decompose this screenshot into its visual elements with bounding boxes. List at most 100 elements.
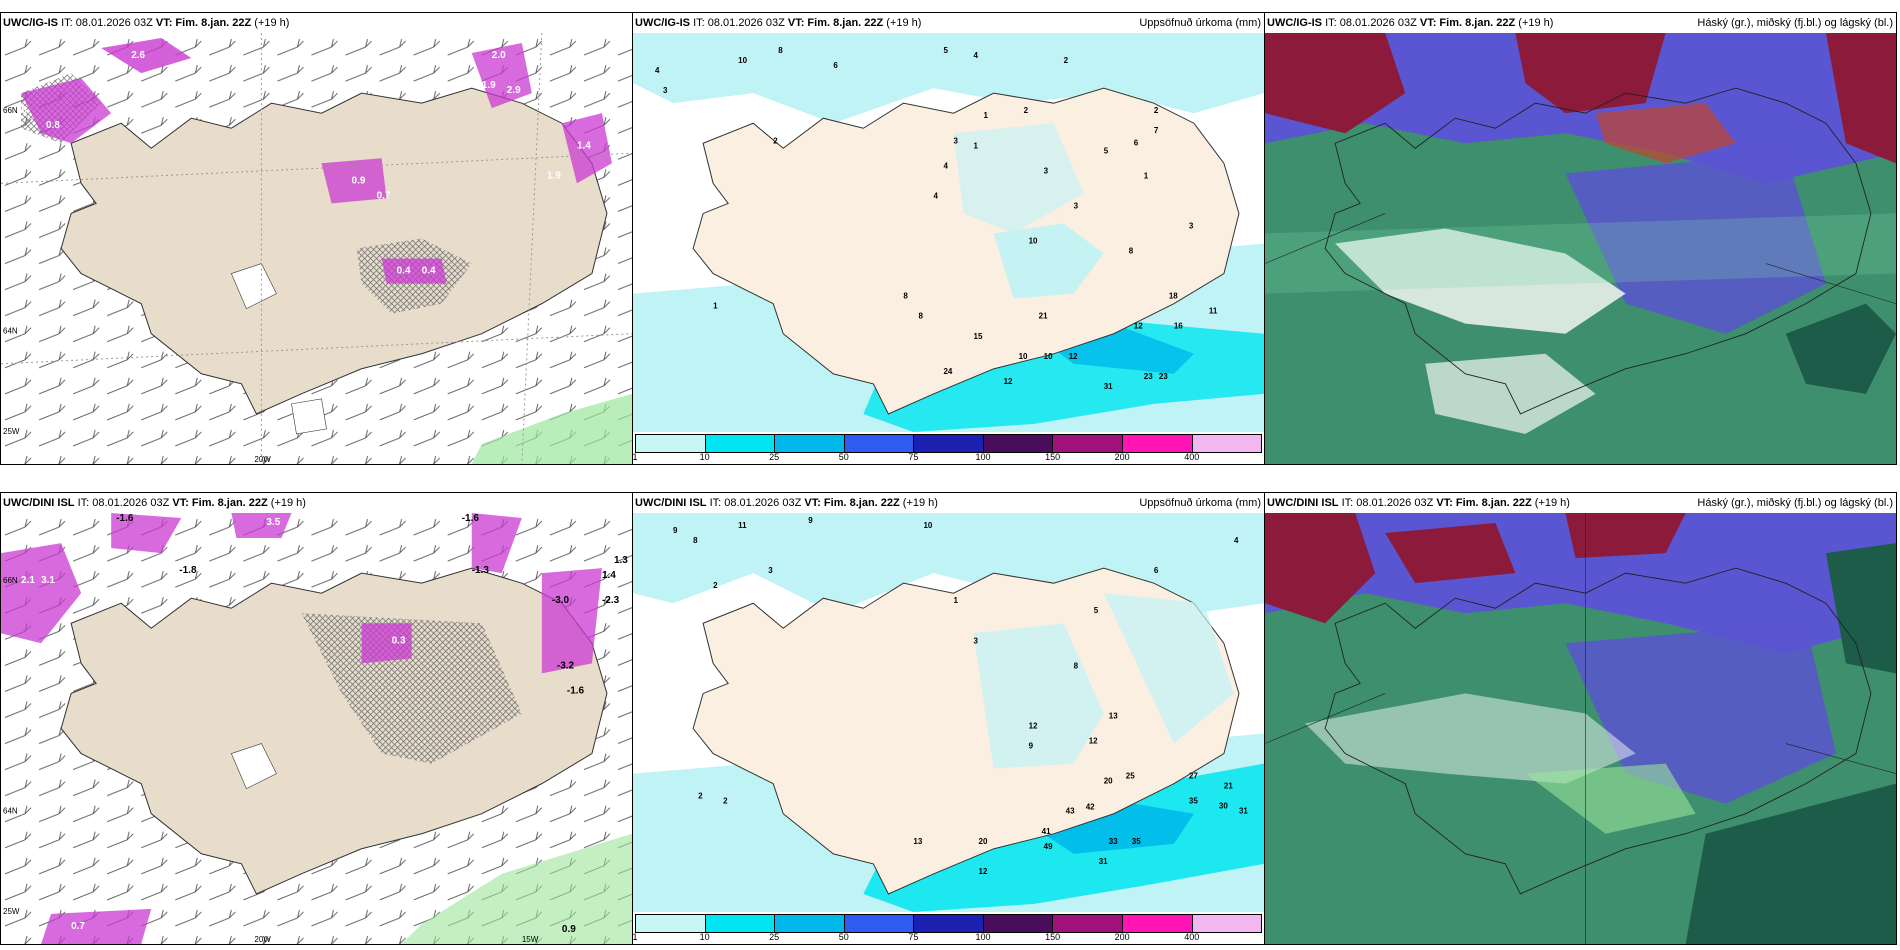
- precip-value: 23: [1159, 372, 1168, 381]
- precip-value: 7: [1154, 126, 1159, 135]
- colorbar-tick: 100: [975, 932, 991, 942]
- panel-header: UWC/DINI ISL IT: 08.01.2026 03Z VT: Fim.…: [1265, 493, 1896, 513]
- colorbar-swatches: [635, 434, 1262, 453]
- colorbar-swatch: [775, 915, 845, 932]
- valid-time: Fim. 8.jan. 22Z: [191, 497, 268, 509]
- panel-dini-clouds: UWC/DINI ISL IT: 08.01.2026 03Z VT: Fim.…: [1264, 492, 1897, 945]
- panel-header: UWC/IG-IS IT: 08.01.2026 03Z VT: Fim. 8.…: [1, 13, 632, 33]
- colorbar-swatch: [1192, 915, 1262, 932]
- temp-label: -3.0: [552, 595, 570, 606]
- precip-value: 2: [1024, 106, 1029, 115]
- precip-value: 5: [1104, 146, 1109, 155]
- precip-value: 10: [923, 521, 932, 530]
- precip-value: 12: [1089, 737, 1098, 746]
- precip-value: 21: [1039, 312, 1048, 321]
- temperature-wind-map: 2.6 2.7 2.0 1.9 2.9 1.4 1.0 0.8 0.7 0.9 …: [1, 33, 632, 464]
- map-area[interactable]: 8 9 11 9 10 3 2 4 1 3 5 6 12 9 13 12 8 2…: [633, 513, 1264, 912]
- precip-value: 5: [1094, 606, 1099, 615]
- temp-label: 2.6: [13, 105, 27, 116]
- colorbar-swatch: [1053, 915, 1123, 932]
- precip-value: 8: [1074, 661, 1079, 670]
- lon-label: 25W: [3, 427, 20, 436]
- colorbar-tick: 75: [908, 932, 919, 942]
- colorbar-tick: 50: [838, 452, 849, 462]
- precip-value: 20: [1104, 777, 1113, 786]
- model-name: UWC/DINI ISL: [635, 497, 707, 509]
- precip-value: 10: [1019, 352, 1028, 361]
- temp-label: 1.0: [311, 85, 325, 96]
- lon-label: 20W: [254, 935, 271, 944]
- valid-time: Fim. 8.jan. 22Z: [1439, 17, 1516, 29]
- precip-value: 2: [773, 136, 778, 145]
- precip-value: 13: [913, 837, 922, 846]
- precip-value: 12: [1069, 352, 1078, 361]
- colorbar-tick: 75: [908, 452, 919, 462]
- precip-value: 12: [1134, 322, 1143, 331]
- temp-label: 2.7: [301, 55, 315, 66]
- map-area[interactable]: [1265, 513, 1896, 944]
- field-title: Háský (gr.), miðský (fj.bl.) og lágský (…: [1697, 17, 1893, 29]
- lon-label: 20W: [254, 455, 271, 464]
- map-area[interactable]: -1.6 3.5 3.1 2.1 -1.8 -1.6 -1.3 -3.0 -2.…: [1, 513, 632, 944]
- precip-value: 6: [833, 61, 838, 70]
- precip-value: 9: [673, 526, 678, 535]
- colorbar-tick: 25: [769, 452, 780, 462]
- precip-value: 2: [723, 797, 728, 806]
- colorbar-tick: 1: [632, 452, 638, 462]
- precip-value: 30: [1219, 802, 1228, 811]
- map-area[interactable]: [1265, 33, 1896, 464]
- colorbar-swatch: [844, 435, 915, 452]
- lat-label: 66N: [3, 576, 18, 585]
- precip-value: 8: [778, 46, 783, 55]
- panel-dini-temp-wind: UWC/DINI ISL IT: 08.01.2026 03Z VT: Fim.…: [0, 492, 633, 945]
- precip-value: 4: [655, 66, 660, 75]
- model-name: UWC/IG-IS: [635, 17, 690, 29]
- colorbar-swatch: [914, 915, 984, 932]
- map-area[interactable]: 4 3 8 6 5 4 2 10 2 1 3 4 1 2 4 3 1 2 3 5: [633, 33, 1264, 432]
- precipitation-map: 4 3 8 6 5 4 2 10 2 1 3 4 1 2 4 3 1 2 3 5: [633, 33, 1264, 432]
- temp-label: -1.6: [116, 513, 134, 524]
- valid-time: Fim. 8.jan. 22Z: [807, 17, 884, 29]
- precip-value: 23: [1144, 372, 1153, 381]
- precip-value: 3: [1074, 201, 1079, 210]
- temp-label: 0.4: [422, 266, 436, 277]
- precip-value: 2: [1064, 56, 1069, 65]
- temp-label: -3.2: [557, 660, 575, 671]
- precip-value: 8: [693, 536, 698, 545]
- lat-label: 64N: [3, 807, 18, 816]
- precip-value: 4: [943, 161, 948, 170]
- lead-time: (+19 h): [254, 17, 290, 29]
- colorbar-tick: 150: [1045, 932, 1061, 942]
- temp-label: 1.9: [482, 80, 496, 91]
- colorbar-tick: 10: [699, 452, 710, 462]
- field-title: Háský (gr.), miðský (fj.bl.) og lágský (…: [1697, 497, 1893, 509]
- colorbar-swatch: [705, 915, 776, 932]
- panel-header: UWC/IG-IS IT: 08.01.2026 03Z VT: Fim. 8.…: [633, 13, 1264, 33]
- lon-label: 15W: [522, 935, 539, 944]
- precip-value: 11: [738, 521, 747, 530]
- model-name: UWC/DINI ISL: [1267, 497, 1339, 509]
- precip-value: 8: [903, 292, 908, 301]
- lead-time: (+19 h): [1518, 17, 1554, 29]
- valid-time: Fim. 8.jan. 22Z: [1455, 497, 1532, 509]
- precip-value: 10: [738, 56, 747, 65]
- colorbar-swatches: [635, 914, 1262, 933]
- precip-value: 3: [663, 86, 668, 95]
- precip-colorbar: 1 10 25 50 75 100 150 200 400: [633, 432, 1264, 464]
- colorbar-ticks: 1 10 25 50 75 100 150 200 400: [633, 932, 1262, 944]
- map-area[interactable]: 2.6 2.7 2.0 1.9 2.9 1.4 1.0 0.8 0.7 0.9 …: [1, 33, 632, 464]
- panel-ig-temp-wind: UWC/IG-IS IT: 08.01.2026 03Z VT: Fim. 8.…: [0, 12, 633, 465]
- precip-value: 9: [1029, 742, 1034, 751]
- colorbar-ticks: 1 10 25 50 75 100 150 200 400: [632, 452, 1262, 464]
- panel-dini-precip: UWC/DINI ISL IT: 08.01.2026 03Z VT: Fim.…: [632, 492, 1265, 945]
- precip-value: 4: [974, 51, 979, 60]
- panel-ig-clouds: UWC/IG-IS IT: 08.01.2026 03Z VT: Fim. 8.…: [1264, 12, 1897, 465]
- precip-value: 35: [1189, 797, 1198, 806]
- valid-time: Fim. 8.jan. 22Z: [175, 17, 252, 29]
- precip-value: 35: [1132, 837, 1141, 846]
- temp-label: -1.6: [462, 513, 480, 524]
- precip-value: 6: [1154, 566, 1159, 575]
- init-time: IT: 08.01.2026 03Z: [61, 17, 153, 29]
- precip-value: 41: [1042, 827, 1051, 836]
- colorbar-swatch: [636, 915, 706, 932]
